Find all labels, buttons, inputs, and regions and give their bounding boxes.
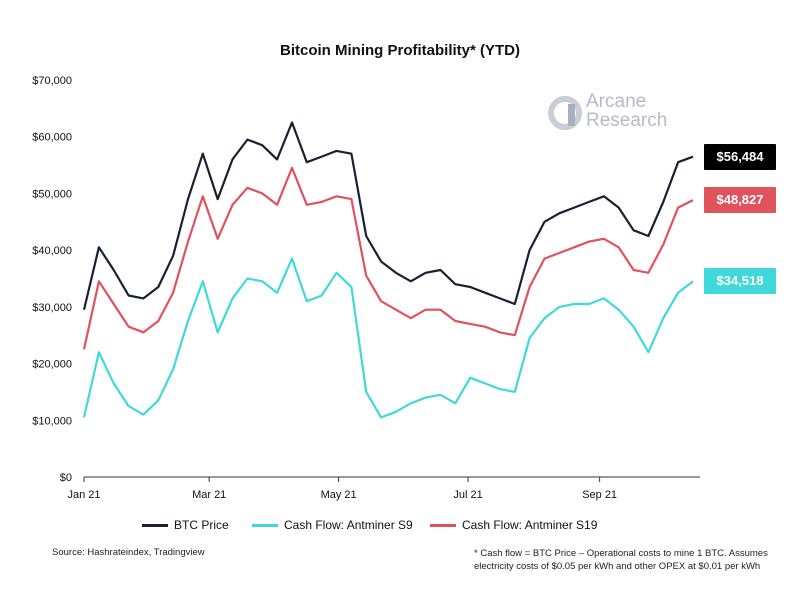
series-line-s19: [82, 166, 694, 350]
legend-item-s19: Cash Flow: Antminer S19: [430, 518, 597, 532]
series-lines: [82, 121, 694, 419]
x-tick-label: Sep 21: [582, 489, 617, 501]
footnote-line-2: electricity costs of $0.05 per kWh and o…: [474, 561, 761, 572]
legend: BTC Price Cash Flow: Antminer S9 Cash Fl…: [0, 518, 800, 538]
logo-line-2: Research: [586, 110, 668, 131]
series-line-btc-price: [82, 121, 694, 310]
legend-label-s9: Cash Flow: Antminer S9: [284, 518, 413, 532]
series-line-s9: [82, 257, 694, 419]
legend-label-btc: BTC Price: [174, 518, 229, 532]
end-label-s9: $34,518: [704, 268, 776, 295]
y-tick-label: $70,000: [32, 75, 72, 87]
end-label-btc-price: $56,484: [704, 143, 776, 170]
chart-title: Bitcoin Mining Profitability* (YTD): [280, 42, 520, 59]
y-tick-label: $10,000: [32, 415, 72, 427]
y-tick-label: $40,000: [32, 245, 72, 257]
legend-swatch-s19: [430, 523, 456, 527]
x-tick-label: Jan 21: [67, 489, 100, 501]
source-note: Source: Hashrateindex, Tradingview: [52, 547, 205, 558]
x-tick-label: Mar 21: [192, 489, 226, 501]
footnote: * Cash flow = BTC Price – Operational co…: [474, 547, 774, 573]
y-tick-label: $0: [60, 472, 72, 484]
legend-item-s9: Cash Flow: Antminer S9: [252, 518, 413, 532]
footnote-line-1: * Cash flow = BTC Price – Operational co…: [474, 548, 768, 559]
x-tick-label: Jul 21: [453, 489, 482, 501]
y-tick-label: $60,000: [32, 132, 72, 144]
logo-line-1: Arcane: [586, 91, 647, 112]
logo-text: Arcane Research: [586, 92, 667, 130]
y-tick-label: $50,000: [32, 188, 72, 200]
legend-label-s19: Cash Flow: Antminer S19: [462, 518, 598, 532]
arcane-logo-icon: [548, 96, 582, 130]
legend-swatch-s9: [252, 523, 278, 527]
arcane-research-logo: Arcane Research: [548, 92, 698, 134]
legend-swatch-btc: [142, 523, 168, 527]
x-tick-label: May 21: [321, 489, 357, 501]
y-tick-label: $30,000: [32, 302, 72, 314]
x-axis: Jan 21 Mar 21 May 21 Jul 21 Sep 21: [67, 476, 700, 501]
y-tick-label: $20,000: [32, 359, 72, 371]
end-label-s19: $48,827: [704, 187, 776, 214]
legend-item-btc-price: BTC Price: [142, 518, 229, 532]
y-axis: $0 $10,000 $20,000 $30,000 $40,000 $50,000 $60…: [32, 75, 72, 484]
